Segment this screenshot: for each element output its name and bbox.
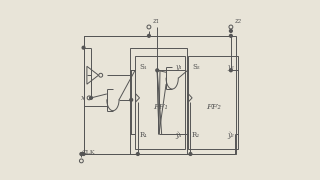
Circle shape bbox=[82, 153, 85, 155]
Text: S₂: S₂ bbox=[192, 63, 200, 71]
Text: z₁: z₁ bbox=[152, 17, 159, 25]
Circle shape bbox=[189, 153, 192, 155]
Circle shape bbox=[82, 46, 85, 49]
Bar bbox=[84, 36, 236, 154]
Circle shape bbox=[156, 69, 159, 72]
Circle shape bbox=[229, 69, 232, 72]
Circle shape bbox=[136, 153, 139, 155]
Text: FF₂: FF₂ bbox=[206, 103, 221, 111]
Text: CLK: CLK bbox=[81, 150, 95, 154]
Bar bbox=[135, 56, 185, 149]
Circle shape bbox=[80, 153, 83, 155]
Text: R₁: R₁ bbox=[140, 131, 148, 139]
Bar bbox=[188, 56, 237, 149]
Text: FF₁: FF₁ bbox=[154, 103, 168, 111]
Bar bbox=[130, 48, 187, 154]
Text: z₂: z₂ bbox=[234, 17, 241, 25]
Text: ỳ₁: ỳ₁ bbox=[175, 131, 181, 139]
Text: ỳ₂: ỳ₂ bbox=[228, 131, 234, 139]
Circle shape bbox=[229, 30, 232, 32]
Text: x: x bbox=[81, 94, 85, 102]
Circle shape bbox=[229, 34, 232, 37]
Text: R₂: R₂ bbox=[192, 131, 200, 139]
Circle shape bbox=[90, 96, 92, 99]
Text: y₁: y₁ bbox=[175, 63, 181, 71]
Circle shape bbox=[130, 98, 132, 101]
Circle shape bbox=[148, 34, 150, 37]
Text: y₂: y₂ bbox=[228, 63, 234, 71]
Text: S₁: S₁ bbox=[140, 63, 147, 71]
